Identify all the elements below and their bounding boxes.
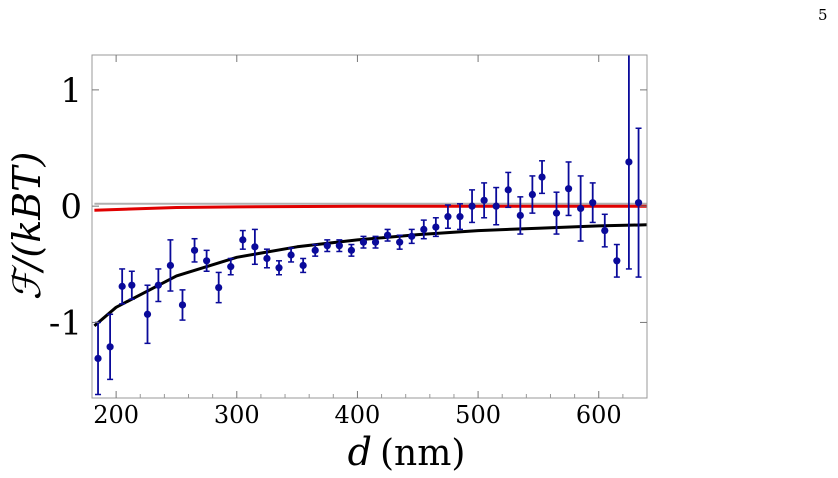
data-point [432, 223, 440, 231]
data-point [335, 242, 343, 250]
data-point [323, 242, 331, 250]
data-point [444, 213, 452, 221]
data-point [528, 190, 536, 199]
axis-ticks [92, 55, 648, 398]
data-point [143, 310, 152, 318]
data-point [601, 226, 609, 235]
x-axis-title: d [348, 430, 372, 474]
data-point [287, 251, 295, 259]
x-tick-label: 200 [93, 401, 139, 429]
x-axis-unit: (nm) [380, 433, 465, 474]
page-number: 5 [818, 6, 828, 24]
data-point [625, 158, 633, 166]
data-point [178, 301, 187, 309]
data-point [227, 263, 235, 271]
data-point [94, 354, 102, 363]
fit-curves [93, 202, 648, 328]
data-points [94, 55, 643, 396]
data-point [564, 185, 573, 193]
data-point [190, 246, 199, 254]
data-point [383, 231, 392, 239]
y-tick-label: 1 [60, 71, 82, 111]
x-tick-label: 300 [214, 401, 260, 429]
x-tick-labels: 200 300 400 500 600 [93, 401, 621, 429]
data-point [311, 246, 319, 254]
data-point [516, 211, 524, 220]
data-point [118, 282, 126, 290]
data-point [589, 199, 597, 207]
data-point [468, 202, 476, 210]
y-tick-label: 0 [60, 187, 82, 227]
data-point [239, 236, 247, 244]
data-point [552, 209, 561, 217]
data-point [347, 246, 356, 254]
data-point [492, 202, 500, 210]
plot-frame [91, 54, 648, 399]
data-point [480, 196, 488, 204]
data-point [154, 281, 162, 289]
y-tick-labels: 1 0 -1 [49, 71, 82, 344]
data-point [408, 232, 416, 240]
data-point [371, 238, 380, 246]
y-axis-title: ℱ/(kBT) [5, 152, 49, 301]
data-point [538, 173, 546, 181]
data-point [456, 213, 464, 221]
data-point [106, 343, 114, 351]
data-point [128, 281, 136, 289]
data-point [420, 225, 428, 234]
data-point [166, 261, 175, 270]
data-point [203, 257, 211, 265]
data-point [577, 204, 585, 213]
data-point [275, 264, 283, 272]
x-tick-label: 500 [455, 401, 501, 429]
data-point [504, 186, 512, 194]
red-fit-curve [94, 204, 647, 212]
data-point [634, 199, 643, 207]
black-fit-curve [93, 223, 648, 328]
data-point [359, 238, 368, 246]
data-point [251, 243, 259, 251]
data-point [299, 261, 307, 270]
y-tick-label: -1 [49, 303, 82, 343]
x-tick-label: 400 [335, 401, 381, 429]
data-point [215, 283, 223, 292]
data-point [263, 254, 271, 263]
data-point [396, 238, 404, 246]
data-point [613, 257, 621, 265]
x-tick-label: 600 [576, 401, 622, 429]
